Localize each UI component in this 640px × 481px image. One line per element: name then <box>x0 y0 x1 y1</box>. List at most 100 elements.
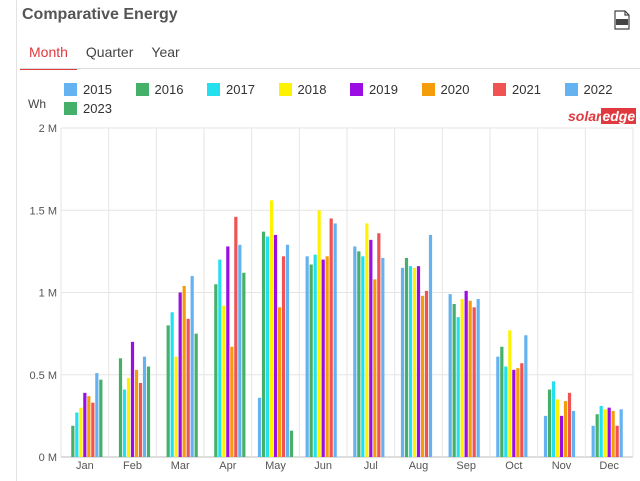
tab-year[interactable]: Year <box>151 44 180 60</box>
bar-2022-Feb <box>142 356 147 457</box>
bar-2021-Dec <box>615 425 619 457</box>
bar-2018-Aug <box>412 267 417 457</box>
bar-2020-Apr <box>230 346 234 457</box>
bar-2021-Nov <box>567 392 572 457</box>
legend-label: 2021 <box>512 82 541 97</box>
bar-2021-Aug <box>424 290 429 457</box>
bar-2015-Dec <box>591 425 595 457</box>
bar-2018-May <box>269 200 274 457</box>
bar-2022-Jul <box>381 257 385 457</box>
x-tick-label: Mar <box>171 460 190 472</box>
bar-2016-Sep <box>452 304 456 457</box>
bar-2020-Feb <box>134 369 139 457</box>
bar-2017-Feb <box>122 389 127 457</box>
bar-2017-Jun <box>313 254 317 457</box>
bar-2021-May <box>281 256 286 457</box>
y-tick-label: 1 M <box>39 288 57 300</box>
bar-2018-Jan <box>79 407 83 457</box>
x-tick-label: Dec <box>599 460 619 472</box>
bar-2018-Jul <box>365 223 369 457</box>
bar-2021-Feb <box>138 382 143 457</box>
bar-2022-May <box>285 244 290 457</box>
bar-2020-Dec <box>611 410 615 457</box>
tab-month[interactable]: Month <box>20 40 77 70</box>
x-tick-label: Sep <box>456 460 476 472</box>
legend-swatch <box>421 83 435 96</box>
bar-2021-Jul <box>377 233 381 457</box>
bar-2018-Oct <box>508 330 512 457</box>
x-tick-label: Nov <box>552 460 572 472</box>
bar-2016-Apr <box>214 284 218 457</box>
legend-label: 2017 <box>226 82 255 97</box>
y-tick-label: 0 M <box>39 452 57 464</box>
bar-2018-Jun <box>317 210 321 457</box>
bar-2021-Apr <box>234 216 238 457</box>
bar-2016-Nov <box>547 389 552 457</box>
bar-2017-Nov <box>551 381 556 457</box>
legend-item-2017[interactable]: 2017 <box>207 82 255 97</box>
legend-item-2019[interactable]: 2019 <box>350 82 398 97</box>
bar-2018-Apr <box>222 305 226 457</box>
bar-2018-Dec <box>603 409 607 457</box>
bar-2022-Jan <box>95 373 99 457</box>
legend-item-2018[interactable]: 2018 <box>278 82 326 97</box>
bar-2020-Jan <box>87 396 91 457</box>
bar-2020-Sep <box>468 300 472 457</box>
bar-2015-Jul <box>353 246 357 457</box>
bar-2019-Jul <box>369 239 373 457</box>
legend-item-2020[interactable]: 2020 <box>421 82 470 97</box>
legend-swatch <box>350 83 363 96</box>
bar-2015-Aug <box>400 267 405 457</box>
bar-2018-Sep <box>460 299 464 457</box>
legend-label: 2020 <box>440 82 470 97</box>
bar-2016-Feb <box>118 358 123 457</box>
page-title: Comparative Energy <box>22 6 178 23</box>
legend-item-2023[interactable]: 2023 <box>64 101 112 116</box>
bar-2020-Nov <box>563 401 568 457</box>
legend-label: 2015 <box>83 82 112 97</box>
bar-2019-Oct <box>512 369 516 457</box>
x-tick-label: Oct <box>505 460 522 472</box>
x-tick-label: Aug <box>409 460 429 472</box>
legend-item-2016[interactable]: 2016 <box>135 82 183 97</box>
bar-2021-Jun <box>329 218 333 457</box>
bar-2022-Jun <box>333 223 337 457</box>
legend-label: 2022 <box>583 82 613 97</box>
bar-2015-Jun <box>305 256 309 457</box>
bar-2023-Jan <box>99 379 103 457</box>
bar-2021-Sep <box>472 307 476 457</box>
y-tick-label: 2 M <box>39 123 57 135</box>
bar-2016-May <box>261 231 266 457</box>
bar-2016-Mar <box>166 325 170 457</box>
bar-2019-Aug <box>416 266 421 457</box>
legend-label: 2019 <box>369 82 398 97</box>
period-tabs: Month Quarter Year <box>20 40 189 70</box>
bar-2020-Aug <box>420 295 425 457</box>
bar-2022-Oct <box>524 335 528 457</box>
bar-2023-Feb <box>146 366 151 457</box>
y-axis-unit: Wh <box>28 97 46 111</box>
bar-2015-Nov <box>543 415 548 457</box>
bar-2017-Jul <box>361 256 365 457</box>
bar-2022-Dec <box>619 409 623 457</box>
tab-quarter[interactable]: Quarter <box>85 44 134 60</box>
legend-item-2022[interactable]: 2022 <box>564 82 613 97</box>
bar-2017-Aug <box>408 266 413 457</box>
bar-2020-Oct <box>516 368 520 457</box>
legend-item-2015[interactable]: 2015 <box>64 82 112 97</box>
bar-2016-Oct <box>500 346 504 457</box>
legend-swatch <box>278 83 292 96</box>
csv-download-icon[interactable] <box>614 10 630 30</box>
bar-2023-Apr <box>242 272 246 457</box>
bar-2021-Jan <box>91 402 95 457</box>
y-tick-label: 1.5 M <box>29 205 57 217</box>
bar-2016-Aug <box>404 257 409 457</box>
x-tick-label: May <box>265 460 286 472</box>
bar-2018-Feb <box>126 378 131 457</box>
bar-2022-Nov <box>571 410 576 457</box>
legend-item-2021[interactable]: 2021 <box>493 82 541 97</box>
bar-2017-Apr <box>218 259 222 457</box>
bar-2019-Nov <box>559 415 564 457</box>
bar-2017-Mar <box>170 312 174 457</box>
